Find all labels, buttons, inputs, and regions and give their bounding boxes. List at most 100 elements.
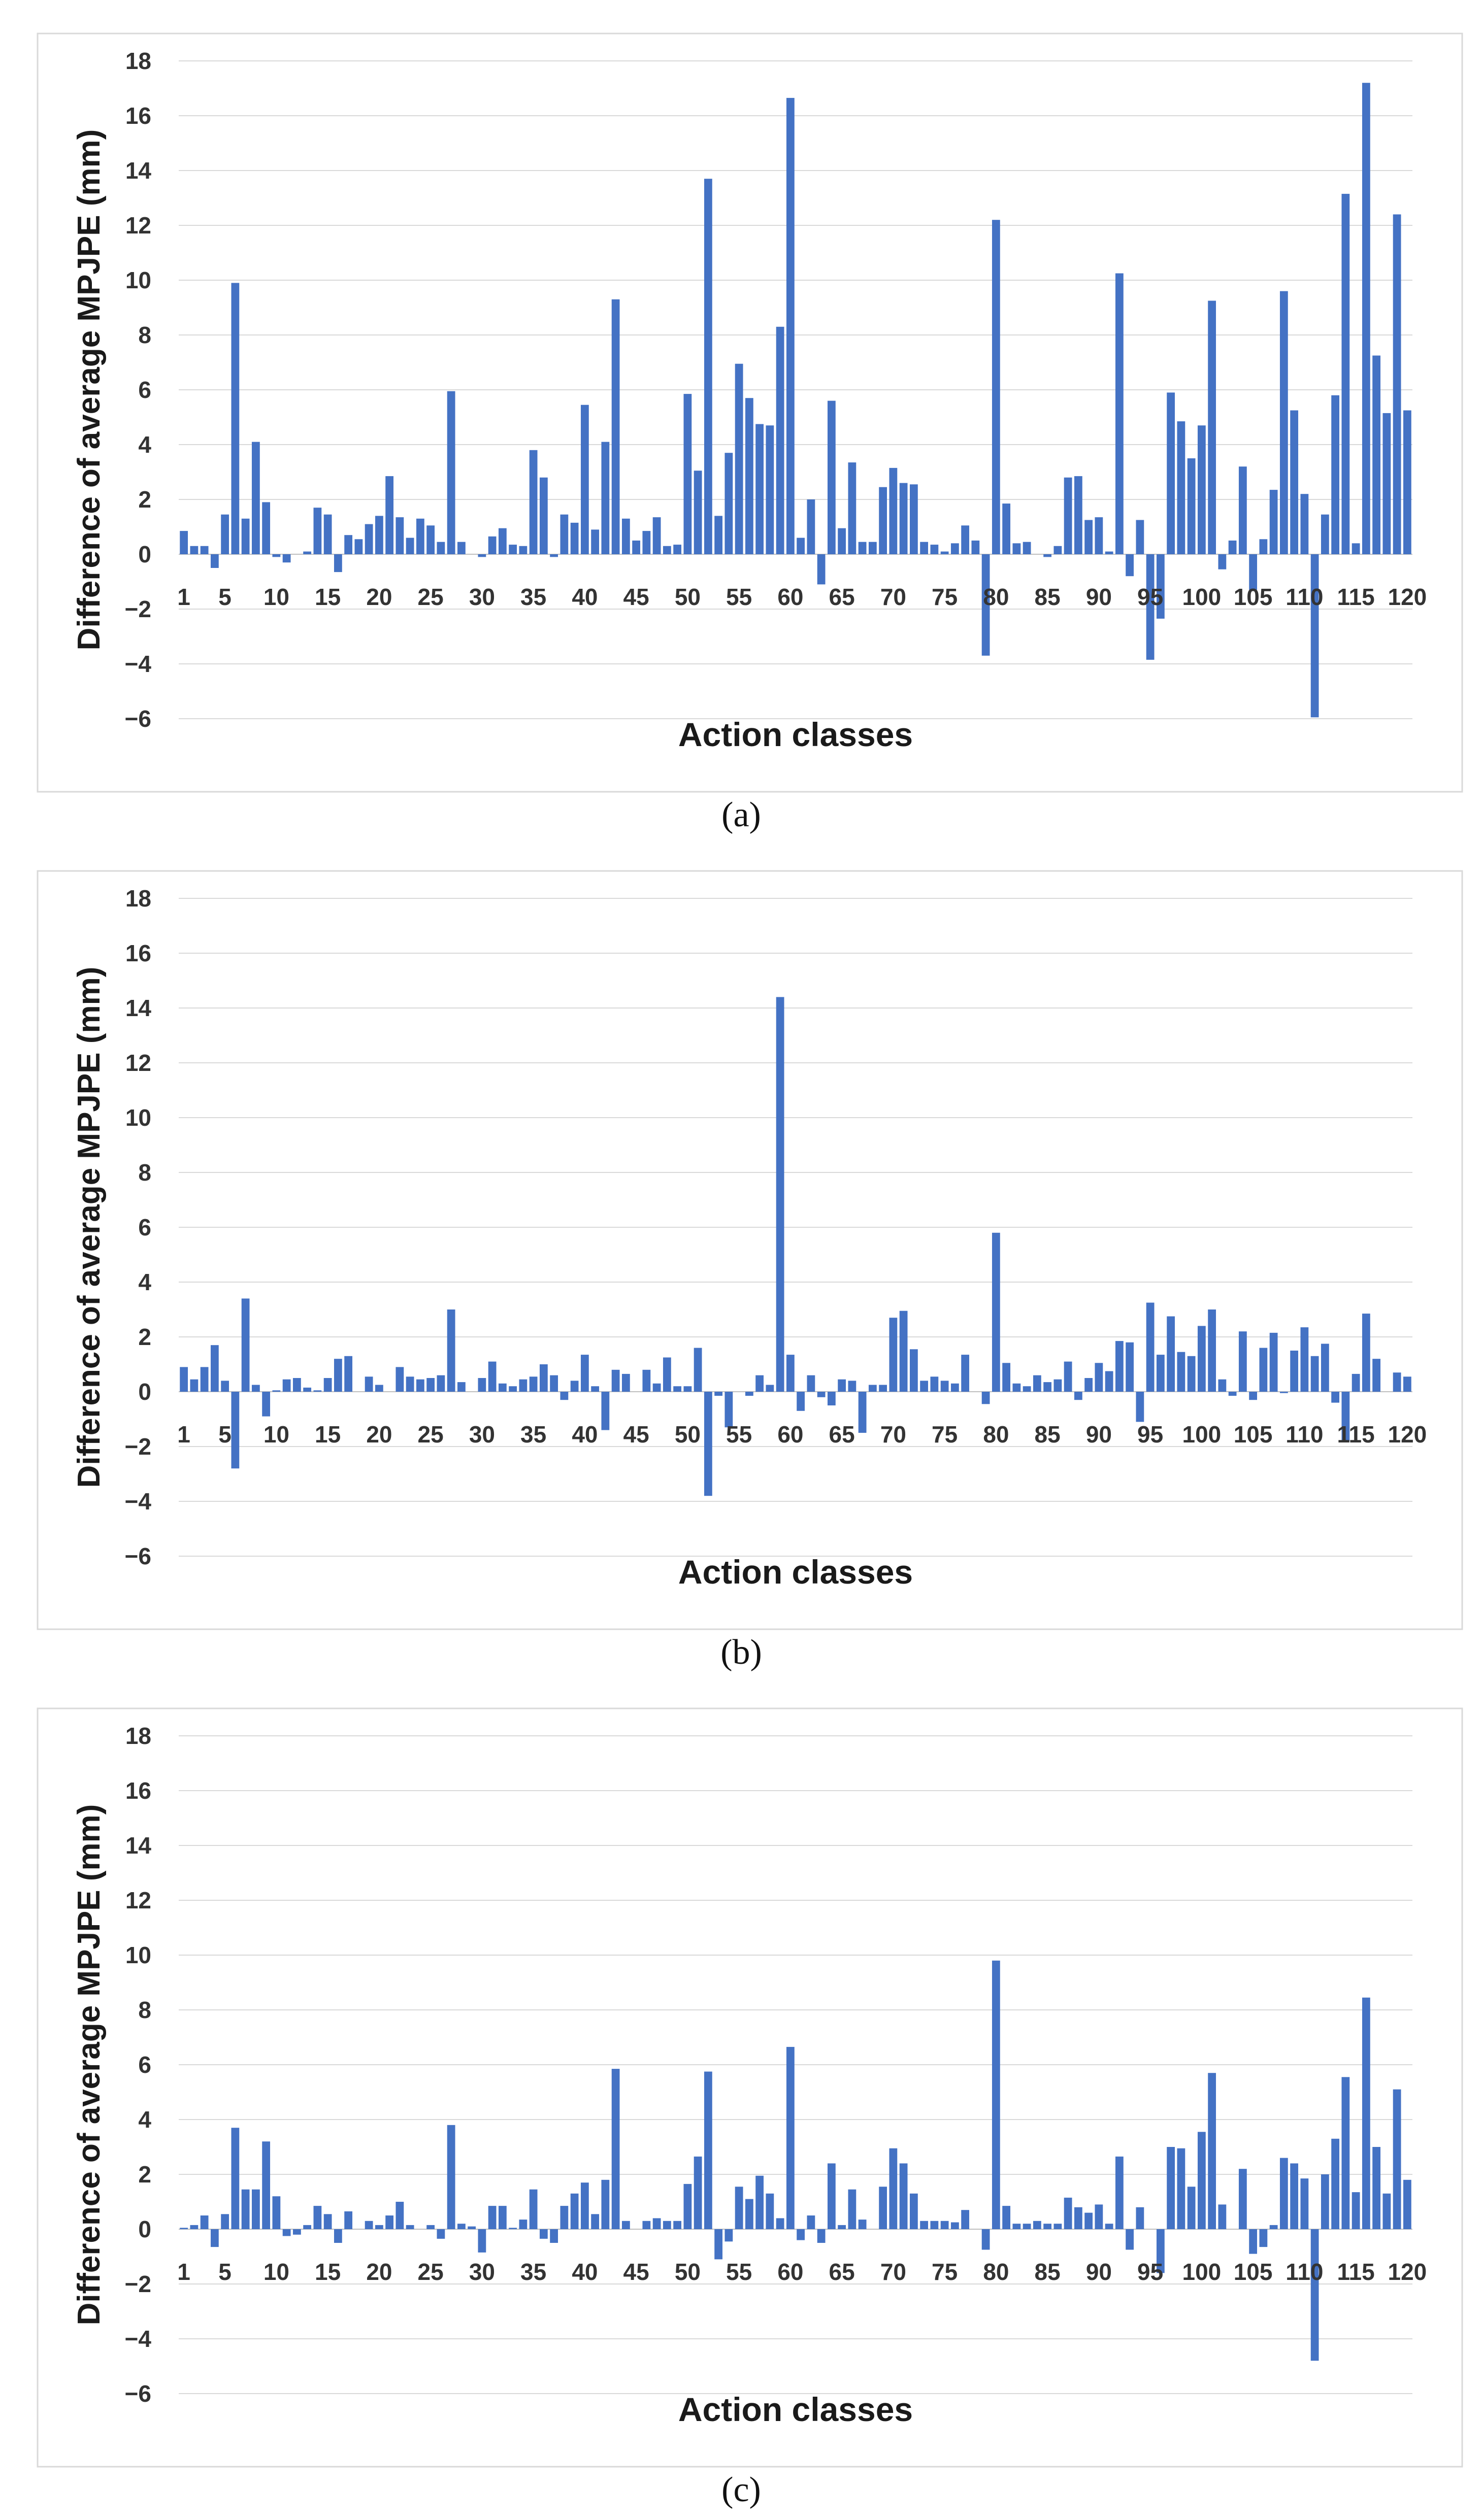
bar-b-74 bbox=[930, 1376, 939, 1392]
bar-b-3 bbox=[200, 1367, 209, 1392]
bar-a-76 bbox=[950, 543, 959, 554]
bar-b-20 bbox=[375, 1385, 383, 1392]
bar-b-106 bbox=[1259, 1348, 1268, 1392]
bar-c-26 bbox=[437, 2229, 445, 2239]
bar-c-117 bbox=[1372, 2147, 1381, 2229]
bar-c-29 bbox=[468, 2226, 476, 2229]
y-tick-label: 16 bbox=[125, 103, 151, 129]
bar-b-61 bbox=[797, 1392, 805, 1411]
bar-b-5 bbox=[221, 1381, 229, 1392]
bar-c-12 bbox=[292, 2229, 301, 2235]
bar-c-60 bbox=[786, 2046, 795, 2229]
bar-c-25 bbox=[426, 2225, 435, 2229]
x-tick-label: 115 bbox=[1337, 1421, 1374, 1448]
x-tick-label: 35 bbox=[520, 2259, 546, 2285]
x-tick-label: 45 bbox=[623, 584, 649, 610]
bar-c-105 bbox=[1249, 2229, 1258, 2254]
bar-c-87 bbox=[1064, 2197, 1072, 2229]
bar-a-83 bbox=[1023, 542, 1031, 554]
bar-c-79 bbox=[981, 2229, 990, 2250]
bar-c-52 bbox=[704, 2071, 712, 2229]
bar-b-63 bbox=[817, 1392, 826, 1397]
bar-b-112 bbox=[1321, 1343, 1329, 1392]
bar-b-48 bbox=[663, 1357, 671, 1392]
x-tick-label: 40 bbox=[572, 584, 598, 610]
bar-a-115 bbox=[1352, 543, 1360, 554]
bar-b-38 bbox=[560, 1392, 569, 1400]
x-tick-label: 5 bbox=[218, 1421, 232, 1448]
bar-c-101 bbox=[1208, 2073, 1216, 2229]
y-tick-label: −4 bbox=[125, 2326, 152, 2352]
bar-a-1 bbox=[180, 531, 188, 554]
bar-c-66 bbox=[848, 2189, 856, 2229]
bar-b-104 bbox=[1238, 1331, 1247, 1392]
bar-b-4 bbox=[210, 1345, 219, 1392]
bar-c-70 bbox=[889, 2148, 898, 2229]
bar-c-4 bbox=[210, 2229, 219, 2247]
bar-a-118 bbox=[1382, 413, 1391, 554]
bar-b-97 bbox=[1167, 1316, 1175, 1392]
bar-c-75 bbox=[940, 2221, 949, 2229]
x-tick-label: 20 bbox=[366, 1421, 392, 1448]
caption-c: (c) bbox=[721, 2470, 761, 2509]
y-tick-label: 6 bbox=[138, 377, 151, 403]
bar-a-87 bbox=[1064, 477, 1072, 554]
bar-b-98 bbox=[1177, 1352, 1185, 1392]
bar-b-9 bbox=[262, 1392, 271, 1417]
bar-b-111 bbox=[1310, 1356, 1319, 1392]
bar-a-49 bbox=[673, 545, 682, 554]
bar-c-112 bbox=[1321, 2174, 1329, 2229]
bar-c-85 bbox=[1043, 2224, 1052, 2229]
bar-b-53 bbox=[714, 1392, 723, 1396]
bar-b-32 bbox=[498, 1383, 507, 1392]
x-tick-label: 95 bbox=[1137, 1421, 1163, 1448]
x-tick-label: 105 bbox=[1234, 2259, 1273, 2285]
chart-frame-c bbox=[37, 1707, 1463, 2468]
bar-b-115 bbox=[1352, 1373, 1360, 1392]
bar-a-37 bbox=[550, 554, 558, 557]
x-tick-label: 110 bbox=[1286, 2259, 1323, 2285]
bar-a-89 bbox=[1084, 520, 1093, 554]
bar-c-71 bbox=[899, 2163, 908, 2229]
x-tick-label: 15 bbox=[315, 584, 341, 610]
y-tick-label: 12 bbox=[125, 212, 151, 239]
bar-c-10 bbox=[272, 2196, 281, 2229]
bar-b-108 bbox=[1279, 1392, 1288, 1393]
bar-c-3 bbox=[200, 2215, 209, 2229]
bar-a-7 bbox=[241, 518, 250, 554]
bar-c-11 bbox=[282, 2229, 291, 2236]
bar-b-15 bbox=[323, 1378, 332, 1392]
bar-a-56 bbox=[745, 398, 753, 554]
bar-b-72 bbox=[909, 1349, 918, 1392]
bar-c-44 bbox=[621, 2221, 630, 2229]
bar-c-62 bbox=[807, 2215, 815, 2229]
x-tick-label: 75 bbox=[932, 584, 958, 610]
x-tick-label: 65 bbox=[829, 1421, 855, 1448]
bar-a-85 bbox=[1043, 554, 1052, 557]
bar-a-65 bbox=[838, 528, 846, 554]
chart-panel-c: 18 16 14 12 10 8 6 4 2 0 −2 −4 −6 1 5 10 15 20 25 30 35 40 45 5… bbox=[0, 1675, 1483, 2520]
bar-c-31 bbox=[488, 2206, 497, 2229]
bar-c-49 bbox=[673, 2221, 682, 2229]
bar-a-28 bbox=[457, 542, 466, 554]
x-tick-label: 85 bbox=[1035, 584, 1061, 610]
bar-b-95 bbox=[1146, 1302, 1155, 1392]
bar-c-94 bbox=[1136, 2207, 1144, 2229]
y-tick-label: 14 bbox=[125, 157, 152, 184]
bar-b-6 bbox=[231, 1392, 240, 1469]
bar-b-103 bbox=[1228, 1392, 1237, 1396]
bar-a-11 bbox=[282, 554, 291, 563]
bar-c-69 bbox=[879, 2187, 887, 2229]
bar-b-91 bbox=[1105, 1371, 1113, 1392]
x-tick-label: 40 bbox=[572, 2259, 598, 2285]
bar-a-41 bbox=[591, 529, 600, 554]
bar-b-30 bbox=[478, 1378, 486, 1392]
bar-c-67 bbox=[858, 2220, 867, 2229]
y-axis-label: Difference of average MPJPE (mm) bbox=[72, 1804, 107, 2326]
bar-a-10 bbox=[272, 554, 281, 557]
x-tick-label: 90 bbox=[1086, 2259, 1112, 2285]
x-tick-label: 70 bbox=[880, 2259, 906, 2285]
bar-c-41 bbox=[591, 2214, 600, 2229]
bar-a-44 bbox=[621, 518, 630, 554]
bar-b-101 bbox=[1208, 1309, 1216, 1392]
